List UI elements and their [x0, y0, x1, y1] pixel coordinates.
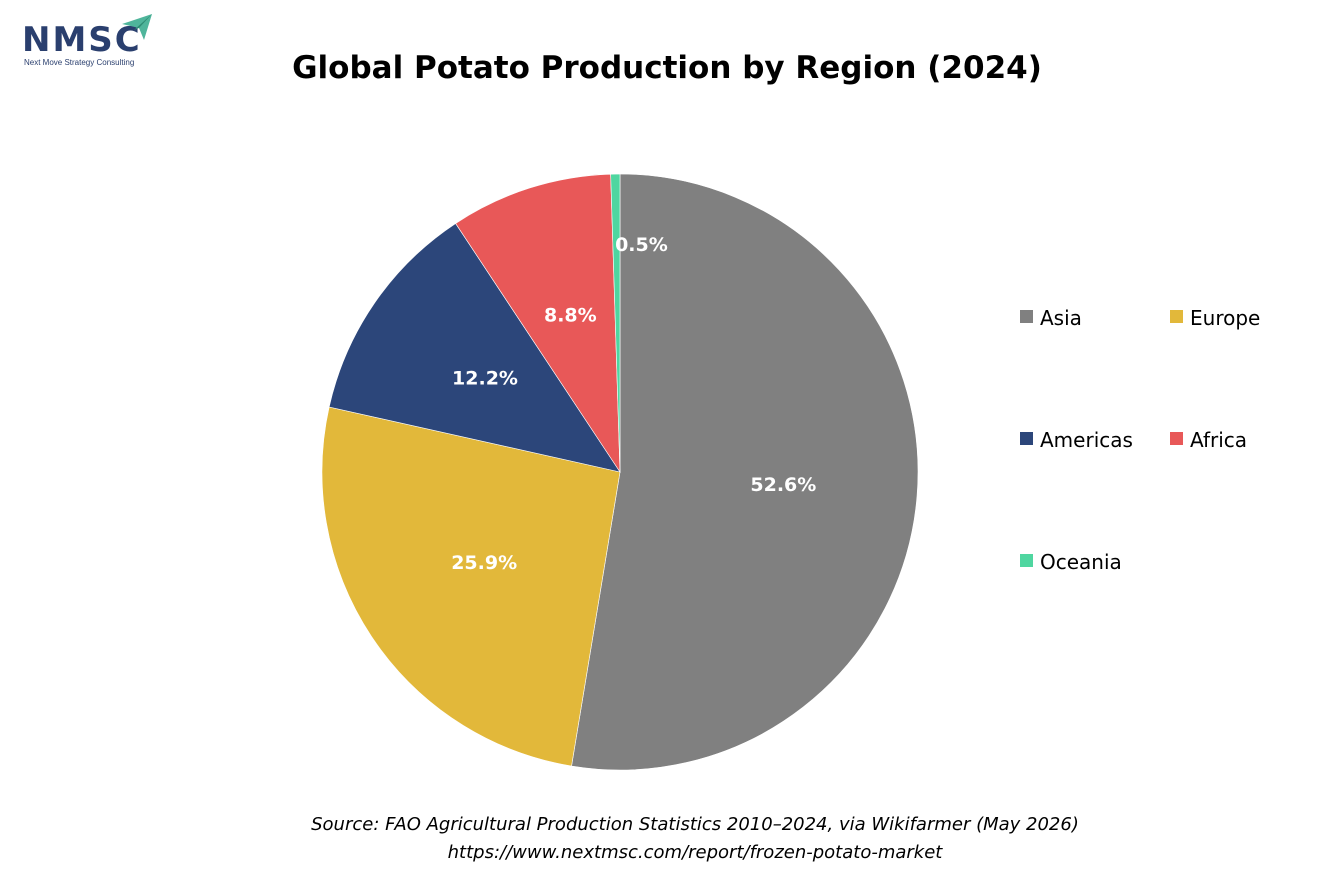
legend-item-africa: Africa	[1170, 428, 1247, 458]
legend-label-oceania: Oceania	[1040, 550, 1122, 574]
legend-label-africa: Africa	[1190, 428, 1248, 452]
pie-slice-oceania	[610, 173, 621, 473]
logo-tagline: Next Move Strategy Consulting	[24, 58, 135, 67]
legend-swatch-oceania	[1020, 553, 1033, 567]
legend-swatch-americas	[1020, 431, 1033, 445]
logo-arrow-icon	[122, 14, 152, 40]
legend-item-europe: Europe	[1170, 306, 1260, 336]
pie-slice-americas	[328, 223, 621, 473]
slice-label-africa: 8.8%	[544, 304, 597, 326]
company-logo: NMSC Next Move Strategy Consulting	[22, 12, 162, 70]
slice-label-oceania: 0.5%	[615, 234, 668, 256]
source-citation: Source: FAO Agricultural Production Stat…	[311, 814, 1079, 835]
chart-title: Global Potato Production by Region (2024…	[292, 50, 1042, 86]
logo-wordmark: NMSC	[22, 20, 142, 60]
slice-label-americas: 12.2%	[452, 368, 518, 390]
source-note: Source: FAO Agricultural Production Stat…	[0, 811, 1334, 867]
legend-swatch-europe	[1170, 309, 1183, 323]
pie-slice-asia	[571, 173, 919, 771]
legend-item-oceania: Oceania	[1020, 550, 1122, 580]
pie-slice-africa	[455, 173, 621, 474]
legend-label-asia: Asia	[1040, 306, 1082, 330]
slice-label-europe: 25.9%	[451, 552, 517, 574]
legend-item-asia: Asia	[1020, 306, 1082, 336]
source-url: https://www.nextmsc.com/report/frozen-po…	[447, 842, 943, 863]
legend-label-europe: Europe	[1190, 306, 1261, 330]
legend-swatch-africa	[1170, 431, 1183, 445]
pie-slice-europe	[321, 406, 621, 767]
slice-label-asia: 52.6%	[750, 474, 816, 496]
legend-item-americas: Americas	[1020, 428, 1133, 458]
legend-label-americas: Americas	[1040, 428, 1133, 452]
legend-swatch-asia	[1020, 309, 1033, 323]
